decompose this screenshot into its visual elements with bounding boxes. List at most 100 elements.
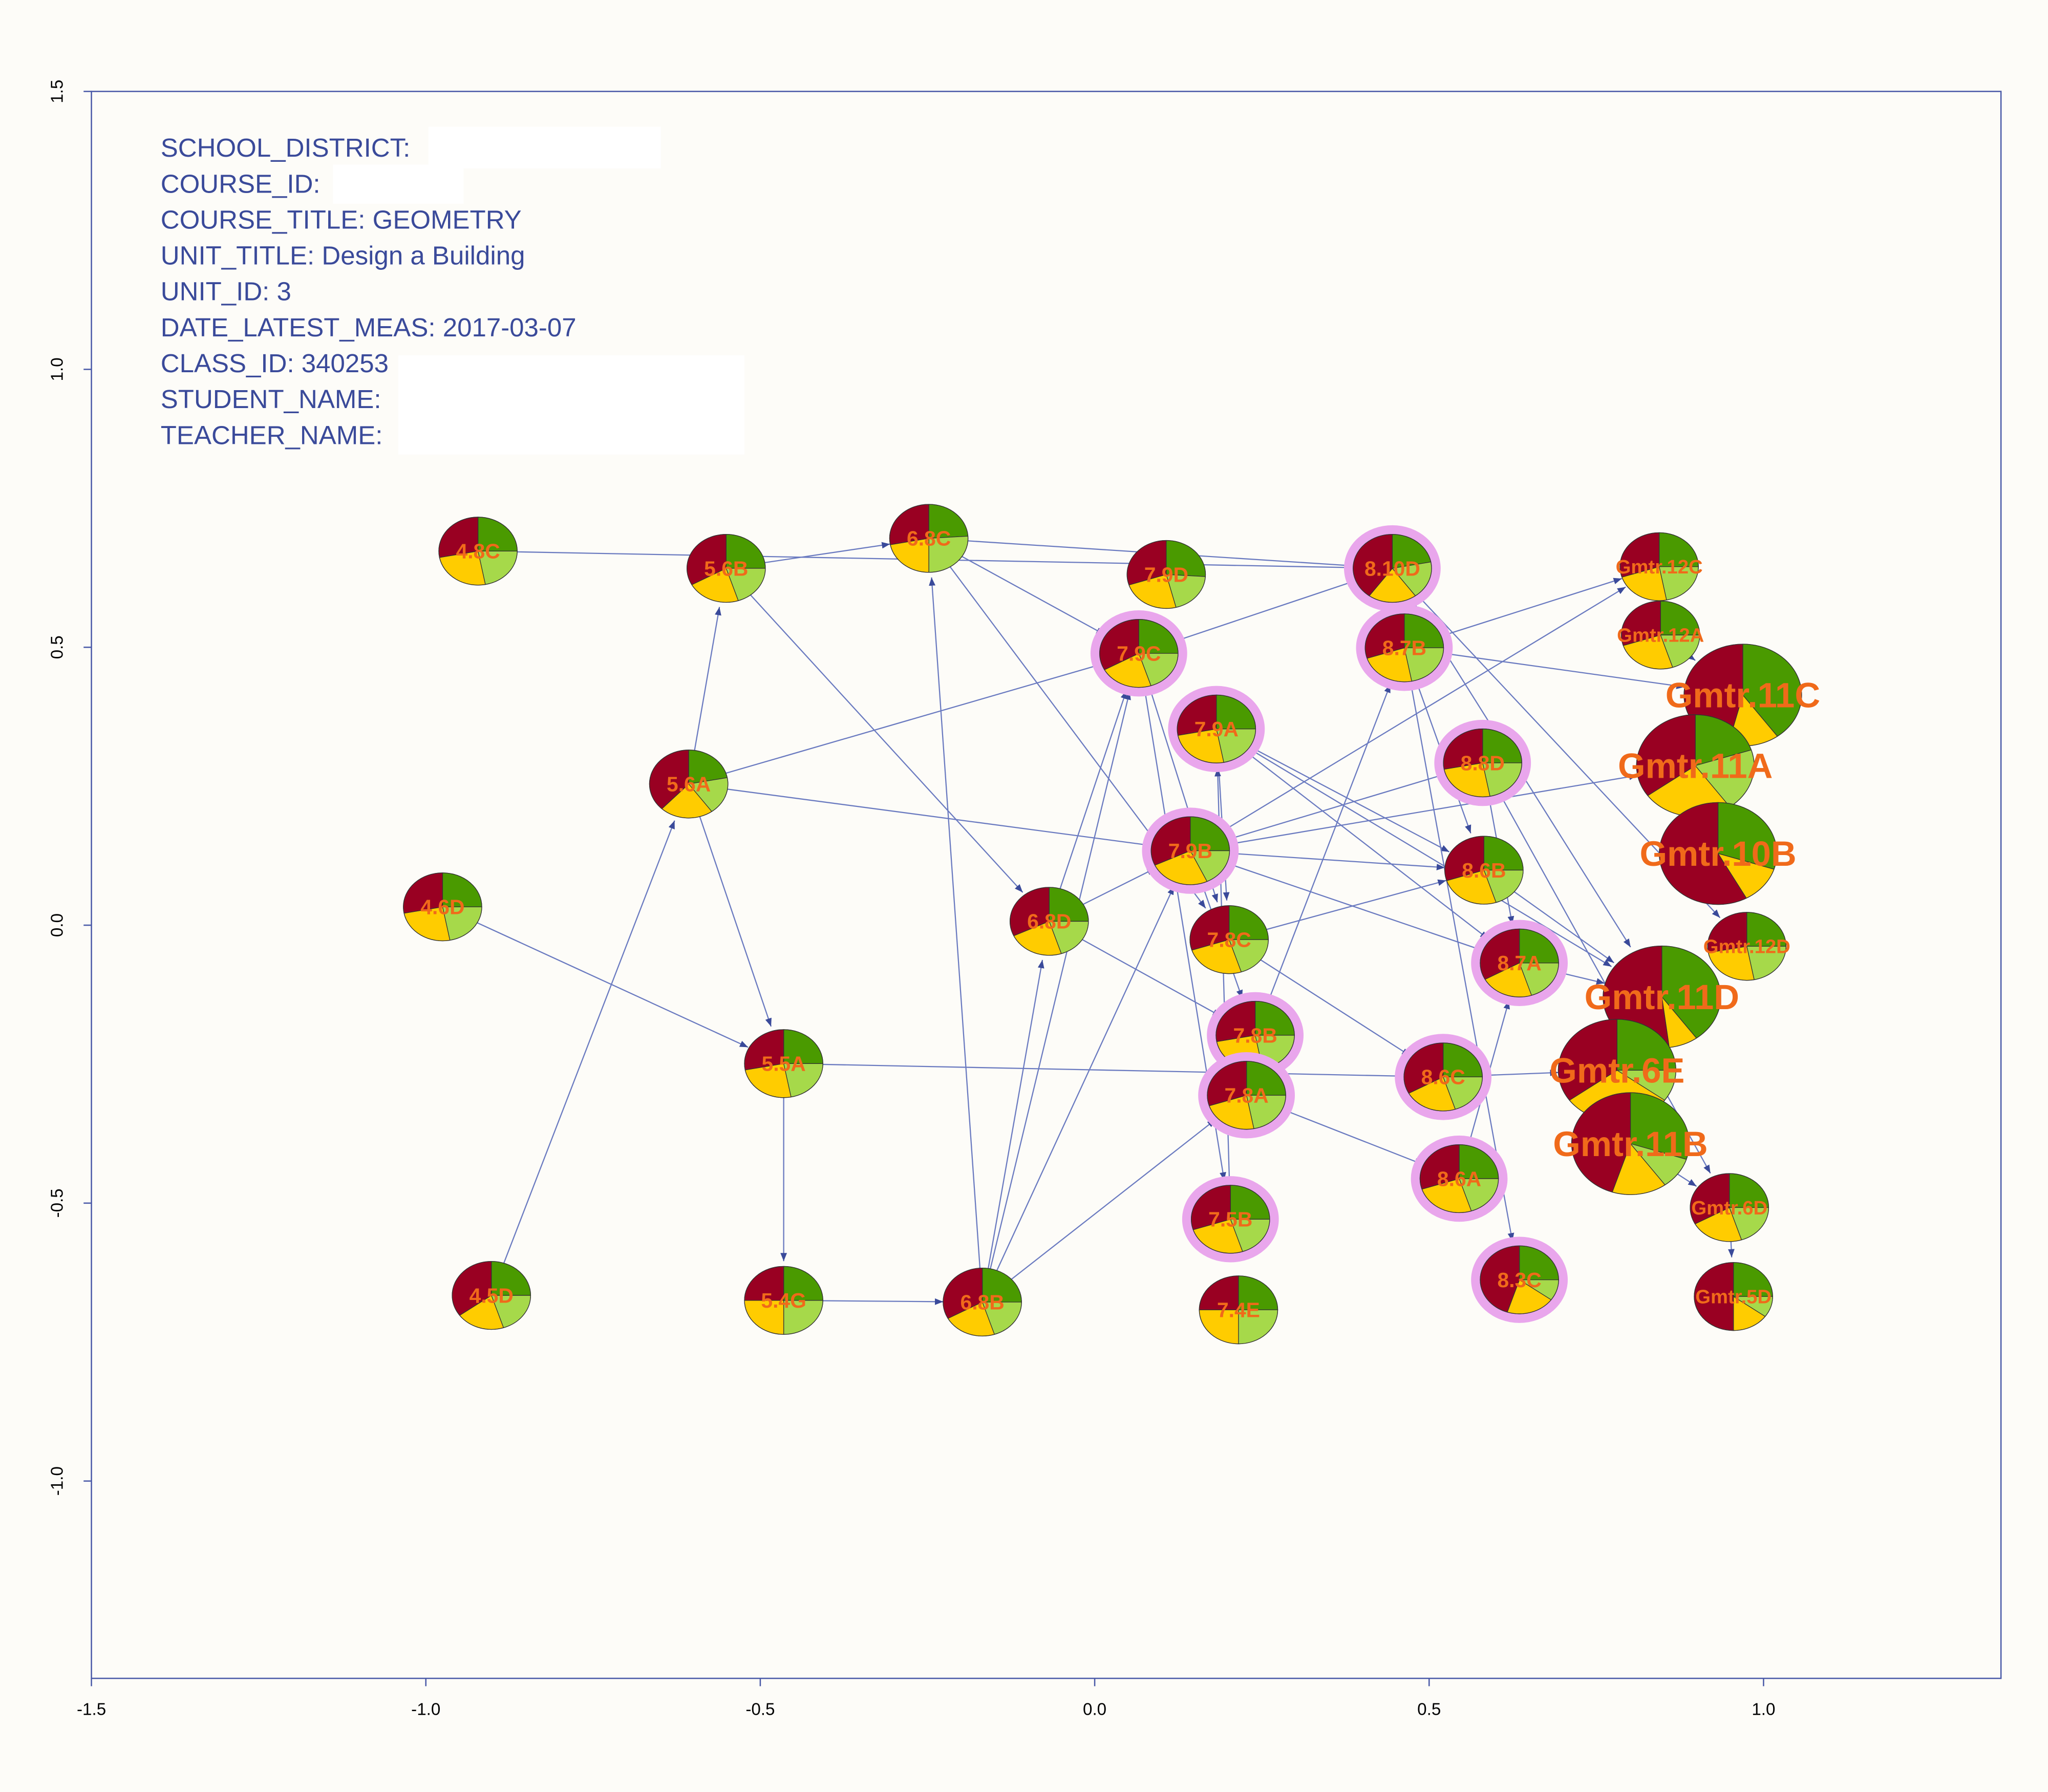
node: Gmtr.11B (1553, 1092, 1708, 1195)
node-label: 4.6D (420, 895, 464, 919)
info-line: DATE_LATEST_MEAS: 2017-03-07 (161, 313, 577, 342)
node-label: 7.9D (1144, 563, 1188, 586)
pie-slice (439, 550, 486, 586)
node-label: 5.6B (704, 557, 748, 580)
node-label: 7.8B (1233, 1023, 1277, 1047)
pie-slice (1013, 921, 1062, 956)
pie-slice (1619, 532, 1660, 578)
pie-slice (1480, 928, 1520, 980)
info-line: UNIT_ID: 3 (161, 277, 291, 306)
pie-slice (1446, 869, 1497, 905)
node-label: Gmtr.11B (1553, 1124, 1708, 1164)
pie-slice (1623, 634, 1673, 670)
pie-slice (1742, 644, 1802, 737)
pie-slice (783, 1063, 823, 1098)
node: 8.6A (1411, 1135, 1508, 1222)
redaction (398, 355, 745, 455)
pie-slice (1229, 905, 1269, 940)
node: 6.8B (943, 1267, 1022, 1337)
edge (1216, 728, 1489, 940)
x-tick-label: 0.5 (1417, 1700, 1441, 1719)
node-label: 8.8D (1461, 751, 1505, 775)
node: 5.6B (686, 534, 766, 603)
edge (1049, 690, 1127, 922)
pie-slice (1443, 729, 1483, 770)
pie-slice (1660, 601, 1700, 635)
pie-slice (1717, 802, 1778, 870)
x-tick-label: -1.0 (411, 1700, 440, 1719)
pie-slice (1519, 963, 1559, 996)
node: Gmtr.12D (1703, 912, 1790, 981)
pie-slice (1166, 540, 1206, 577)
y-tick-label: 1.5 (48, 80, 67, 103)
pie-slice (1629, 1143, 1687, 1186)
node-label: Gmtr.11D (1585, 977, 1739, 1017)
info-line: CLASS_ID: 340253 (161, 349, 389, 378)
pie-slice (1238, 1275, 1278, 1310)
pie-slice (1659, 802, 1747, 905)
pie-slice (1049, 887, 1089, 922)
pie-slice (1189, 850, 1230, 882)
pie-slice (1191, 1185, 1231, 1230)
node-label: 7.9C (1117, 642, 1161, 665)
pie-slice (491, 1261, 531, 1296)
info-line: COURSE_TITLE: GEOMETRY (161, 205, 522, 234)
node-label: Gmtr.6D (1691, 1197, 1767, 1219)
node: 7.9A (1168, 686, 1265, 772)
pie-slice (744, 1266, 784, 1301)
pie-slice (403, 872, 443, 914)
pie-slice (1367, 647, 1413, 682)
node: Gmtr.12A (1617, 601, 1704, 670)
redaction (428, 126, 661, 169)
node-label: 8.6A (1437, 1167, 1481, 1190)
pie-slice (1403, 1042, 1444, 1094)
pie-slice (1246, 1061, 1286, 1096)
pie-slice (1199, 1275, 1239, 1310)
pie-slice (1733, 1296, 1766, 1331)
pie-slice (1165, 574, 1206, 608)
pie-slice (1444, 836, 1485, 881)
edge (1190, 586, 1626, 851)
node: 4.5D (452, 1261, 531, 1330)
edge (1482, 762, 1711, 1174)
pie-slice (726, 534, 766, 569)
edge (783, 1063, 1404, 1079)
pie-slice (438, 517, 479, 558)
pie-slice (1746, 946, 1786, 980)
pie-slice (691, 568, 739, 603)
pie-slice (744, 1300, 784, 1335)
pie-slice (1483, 836, 1524, 871)
node: 8.8D (1434, 719, 1531, 806)
x-tick-label: -1.5 (77, 1700, 106, 1719)
node: 7.9C (1090, 610, 1187, 697)
pie-slice (1459, 1178, 1499, 1211)
pie-slice (928, 504, 969, 539)
pie-slice (1616, 1070, 1676, 1101)
pie-slice (1138, 653, 1179, 687)
pie-slice (1364, 613, 1405, 659)
edge (442, 906, 749, 1048)
pie-slice (477, 517, 518, 552)
pie-slice (1199, 1309, 1239, 1345)
node: 8.3C (1471, 1236, 1568, 1323)
pie-slice (1695, 749, 1755, 807)
pie-slice (1010, 887, 1050, 936)
pie-slice (943, 1268, 983, 1319)
pie-slice (744, 1063, 792, 1098)
node-label: 6.8C (907, 527, 951, 550)
pie-slice (1733, 1262, 1773, 1297)
pie-slice (1208, 1095, 1254, 1130)
node-label: Gmtr.5D (1695, 1286, 1772, 1308)
pie-slice (744, 1029, 784, 1071)
pie-slice (1694, 1263, 1734, 1331)
node: Gmtr.11D (1585, 945, 1739, 1049)
pie-slice (1558, 1019, 1617, 1101)
pie-slice (1482, 762, 1522, 797)
node: Gmtr.10B (1639, 802, 1797, 905)
node-label: 4.8C (456, 540, 500, 563)
node-label: 5.4G (761, 1289, 806, 1312)
node-label: 8.10D (1364, 557, 1420, 580)
node-label: 7.5B (1208, 1208, 1252, 1231)
pie-slice (1216, 729, 1256, 763)
